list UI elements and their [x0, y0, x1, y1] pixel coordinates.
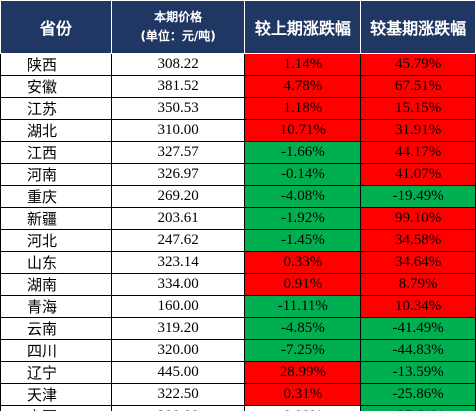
table-row: 江苏 350.53 1.18% 15.15% [0, 97, 476, 120]
header-mom-change[interactable]: 较上期涨跌幅 [244, 0, 362, 54]
cell-province[interactable]: 河南 [0, 163, 112, 186]
table-row: 湖北 310.00 10.71% 31.91% [0, 119, 476, 142]
cell-yoy-change[interactable]: 8.79% [360, 273, 476, 296]
table-row: 宁夏290.000.00%-25.64% [0, 405, 476, 411]
table-row: 陕西 308.22 1.14% 45.79% [0, 53, 476, 76]
cell-yoy-change[interactable]: -44.83% [360, 339, 476, 362]
cell-price[interactable]: 327.57 [110, 141, 246, 164]
cell-province[interactable]: 山东 [0, 251, 112, 274]
table-row: 重庆 269.20 -4.08% -19.49% [0, 185, 476, 208]
cell-province[interactable]: 青海 [0, 295, 112, 318]
cell-province[interactable]: 湖南 [0, 273, 112, 296]
cell-yoy-change[interactable]: 34.58% [360, 229, 476, 252]
cell-mom-change[interactable]: -1.92% [244, 207, 362, 230]
cell-yoy-change[interactable]: -41.49% [360, 317, 476, 340]
cell-yoy-change[interactable]: 31.91% [360, 119, 476, 142]
cell-price[interactable]: 334.00 [110, 273, 246, 296]
cell-price[interactable]: 445.00 [110, 361, 246, 384]
cell-yoy-change[interactable]: 44.17% [360, 141, 476, 164]
cell-province[interactable]: 辽宁 [0, 361, 112, 384]
cell-mom-change[interactable]: -0.14% [244, 163, 362, 186]
table-row: 新疆 203.61 -1.92% 99.10% [0, 207, 476, 230]
cell-mom-change[interactable]: 0.91% [244, 273, 362, 296]
cell-price[interactable]: 203.61 [110, 207, 246, 230]
cell-province[interactable]: 陕西 [0, 53, 112, 76]
cell-province[interactable]: 重庆 [0, 185, 112, 208]
table-row: 四川 320.00 -7.25% -44.83% [0, 339, 476, 362]
cell-province[interactable]: 湖北 [0, 119, 112, 142]
cell-province[interactable]: 天津 [0, 383, 112, 406]
cell-yoy-change[interactable]: 41.07% [360, 163, 476, 186]
cell-province[interactable]: 河北 [0, 229, 112, 252]
table-row: 天津 322.50 0.31% -25.86% [0, 383, 476, 406]
cell-yoy-change[interactable]: -13.59% [360, 361, 476, 384]
cell-price[interactable]: 290.00 [110, 405, 246, 411]
cell-price[interactable]: 322.50 [110, 383, 246, 406]
cell-province[interactable]: 安徽 [0, 75, 112, 98]
cell-mom-change[interactable]: 0.00% [244, 405, 362, 411]
cell-price[interactable]: 319.20 [110, 317, 246, 340]
cell-mom-change[interactable]: 0.33% [244, 251, 362, 274]
cell-price[interactable]: 320.00 [110, 339, 246, 362]
cell-yoy-change[interactable]: 45.79% [360, 53, 476, 76]
cell-price[interactable]: 160.00 [110, 295, 246, 318]
header-province[interactable]: 省份 [0, 0, 112, 54]
cell-mom-change[interactable]: -11.11% [244, 295, 362, 318]
table-row: 辽宁 445.00 28.99% -13.59% [0, 361, 476, 384]
cell-yoy-change[interactable]: 99.10% [360, 207, 476, 230]
table-row: 山东 323.14 0.33% 34.64% [0, 251, 476, 274]
header-price-line2: (单位：元/吨) [140, 29, 216, 43]
cell-price[interactable]: 350.53 [110, 97, 246, 120]
cell-mom-change[interactable]: -1.45% [244, 229, 362, 252]
table-row: 河北 247.62 -1.45% 34.58% [0, 229, 476, 252]
cell-mom-change[interactable]: 0.31% [244, 383, 362, 406]
cell-yoy-change[interactable]: 34.64% [360, 251, 476, 274]
cell-mom-change[interactable]: 10.71% [244, 119, 362, 142]
cell-mom-change[interactable]: 1.14% [244, 53, 362, 76]
table-row: 湖南 334.00 0.91% 8.79% [0, 273, 476, 296]
cell-mom-change[interactable]: -4.85% [244, 317, 362, 340]
cell-yoy-change[interactable]: 10.34% [360, 295, 476, 318]
cell-yoy-change[interactable]: -19.49% [360, 185, 476, 208]
cell-mom-change[interactable]: 28.99% [244, 361, 362, 384]
cell-price[interactable]: 381.52 [110, 75, 246, 98]
table-row: 江西 327.57 -1.66% 44.17% [0, 141, 476, 164]
cell-price[interactable]: 326.97 [110, 163, 246, 186]
table-row: 河南 326.97 -0.14% 41.07% [0, 163, 476, 186]
cell-province[interactable]: 云南 [0, 317, 112, 340]
cell-province[interactable]: 新疆 [0, 207, 112, 230]
cell-mom-change[interactable]: -7.25% [244, 339, 362, 362]
cell-mom-change[interactable]: 1.18% [244, 97, 362, 120]
header-price-line1: 本期价格 [154, 10, 203, 24]
cell-mom-change[interactable]: -1.66% [244, 141, 362, 164]
table-row: 青海 160.00 -11.11% 10.34% [0, 295, 476, 318]
header-price[interactable]: 本期价格 (单位：元/吨) [110, 0, 246, 54]
table-header-row: 省份 本期价格 (单位：元/吨) 较上期涨跌幅 较基期涨跌幅 [0, 0, 476, 54]
table-row: 安徽 381.52 4.78% 67.51% [0, 75, 476, 98]
cell-yoy-change[interactable]: -25.64% [360, 405, 476, 411]
table-row: 云南 319.20 -4.85% -41.49% [0, 317, 476, 340]
cell-price[interactable]: 323.14 [110, 251, 246, 274]
cell-province[interactable]: 江西 [0, 141, 112, 164]
cell-yoy-change[interactable]: 15.15% [360, 97, 476, 120]
table-body: 陕西 308.22 1.14% 45.79% 安徽 381.52 4.78% 67.51% 江苏… [0, 53, 476, 411]
cell-province[interactable]: 四川 [0, 339, 112, 362]
cell-price[interactable]: 269.20 [110, 185, 246, 208]
cell-price[interactable]: 308.22 [110, 53, 246, 76]
cell-yoy-change[interactable]: 67.51% [360, 75, 476, 98]
cell-mom-change[interactable]: -4.08% [244, 185, 362, 208]
cell-province[interactable]: 宁夏 [0, 405, 112, 411]
cell-mom-change[interactable]: 4.78% [244, 75, 362, 98]
header-yoy-change[interactable]: 较基期涨跌幅 [360, 0, 476, 54]
cell-price[interactable]: 247.62 [110, 229, 246, 252]
cell-yoy-change[interactable]: -25.86% [360, 383, 476, 406]
cell-province[interactable]: 江苏 [0, 97, 112, 120]
cell-price[interactable]: 310.00 [110, 119, 246, 142]
